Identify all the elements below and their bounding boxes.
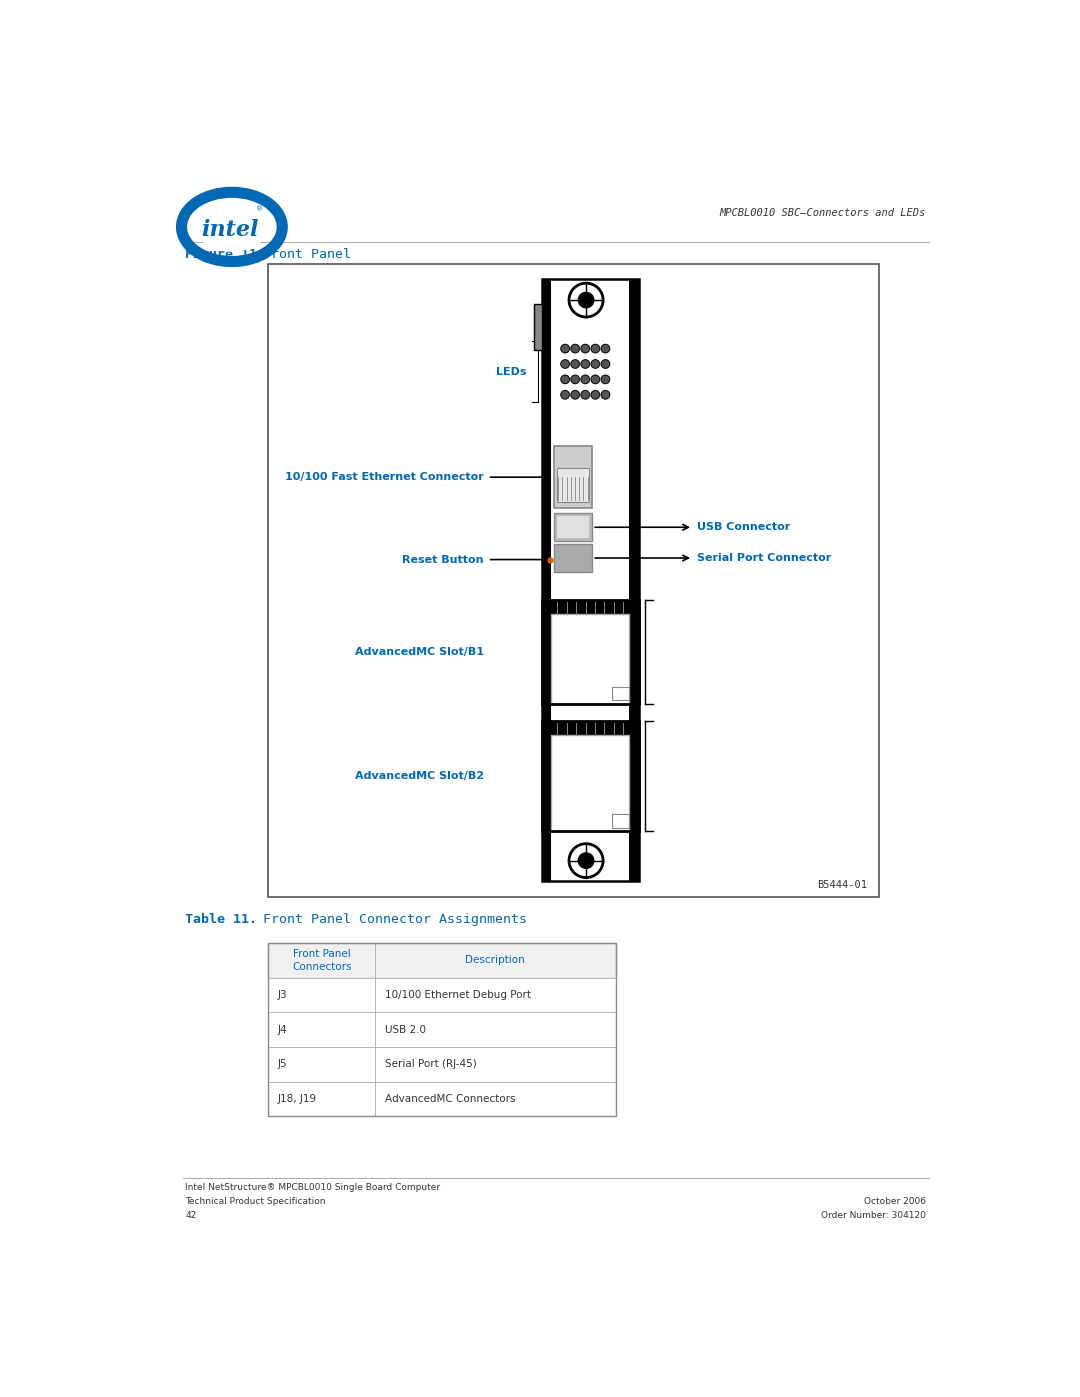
Circle shape: [571, 360, 580, 369]
Text: 10/100 Ethernet Debug Port: 10/100 Ethernet Debug Port: [384, 990, 530, 1000]
Circle shape: [578, 292, 594, 307]
Circle shape: [578, 854, 594, 869]
Bar: [268, 943, 616, 1116]
Text: ®: ®: [256, 207, 264, 212]
Bar: [630, 279, 638, 882]
Bar: [551, 615, 630, 704]
Text: Description: Description: [465, 956, 525, 965]
Text: 42: 42: [186, 1211, 197, 1220]
Circle shape: [561, 376, 569, 384]
Text: Front Panel
Connectors: Front Panel Connectors: [292, 949, 351, 971]
Text: Serial Port Connector: Serial Port Connector: [697, 553, 832, 563]
Bar: [268, 264, 879, 897]
Circle shape: [591, 391, 599, 400]
Bar: [542, 601, 638, 615]
Bar: [542, 279, 638, 882]
Bar: [551, 735, 630, 831]
Bar: [554, 513, 592, 541]
Bar: [556, 468, 590, 502]
Circle shape: [571, 344, 580, 353]
Text: Technical Product Specification: Technical Product Specification: [186, 1197, 326, 1206]
Bar: [554, 545, 592, 571]
Text: MPCBL0010 SBC—Connectors and LEDs: MPCBL0010 SBC—Connectors and LEDs: [719, 208, 926, 218]
Circle shape: [602, 391, 610, 400]
Circle shape: [581, 391, 590, 400]
Bar: [535, 305, 542, 351]
Text: 10/100 Fast Ethernet Connector: 10/100 Fast Ethernet Connector: [285, 472, 484, 482]
Text: J5: J5: [278, 1059, 287, 1069]
Bar: [268, 978, 616, 1013]
Circle shape: [561, 391, 569, 400]
Circle shape: [602, 376, 610, 384]
Text: AdvancedMC Slot/B2: AdvancedMC Slot/B2: [354, 771, 484, 781]
Bar: [556, 517, 590, 538]
Text: Table 11.: Table 11.: [186, 914, 257, 926]
Circle shape: [571, 391, 580, 400]
Bar: [268, 1013, 616, 1046]
Text: Figure 11.: Figure 11.: [186, 249, 266, 261]
Circle shape: [571, 376, 580, 384]
Bar: [542, 601, 638, 704]
Bar: [542, 721, 638, 831]
Bar: [611, 686, 629, 700]
Bar: [542, 721, 638, 735]
Text: USB 2.0: USB 2.0: [384, 1024, 426, 1035]
Bar: [611, 813, 629, 827]
Text: Serial Port (RJ-45): Serial Port (RJ-45): [384, 1059, 476, 1069]
Text: USB Connector: USB Connector: [697, 522, 791, 532]
Bar: [268, 943, 616, 978]
Circle shape: [561, 360, 569, 369]
Circle shape: [591, 360, 599, 369]
Circle shape: [591, 344, 599, 353]
Text: Intel NetStructure® MPCBL0010 Single Board Computer: Intel NetStructure® MPCBL0010 Single Boa…: [186, 1183, 441, 1193]
Bar: [542, 279, 638, 882]
Text: J3: J3: [278, 990, 287, 1000]
Ellipse shape: [195, 203, 268, 251]
Bar: [542, 279, 551, 882]
Circle shape: [581, 376, 590, 384]
Circle shape: [581, 344, 590, 353]
Bar: [268, 1081, 616, 1116]
Circle shape: [602, 360, 610, 369]
Circle shape: [602, 344, 610, 353]
Text: intel: intel: [202, 219, 259, 242]
Circle shape: [591, 376, 599, 384]
Circle shape: [561, 344, 569, 353]
Text: AdvancedMC Connectors: AdvancedMC Connectors: [384, 1094, 515, 1104]
Text: Front Panel: Front Panel: [262, 249, 351, 261]
Text: October 2006: October 2006: [864, 1197, 926, 1206]
Text: LEDs: LEDs: [496, 366, 526, 377]
Text: J4: J4: [278, 1024, 287, 1035]
Text: AdvancedMC Slot/B1: AdvancedMC Slot/B1: [354, 647, 484, 658]
Bar: [268, 1046, 616, 1081]
Text: Order Number: 304120: Order Number: 304120: [821, 1211, 926, 1220]
Text: Reset Button: Reset Button: [402, 555, 484, 564]
Bar: [554, 447, 592, 509]
Circle shape: [581, 360, 590, 369]
Text: Front Panel Connector Assignments: Front Panel Connector Assignments: [262, 914, 527, 926]
Text: J18, J19: J18, J19: [278, 1094, 316, 1104]
Text: B5444-01: B5444-01: [818, 880, 867, 890]
